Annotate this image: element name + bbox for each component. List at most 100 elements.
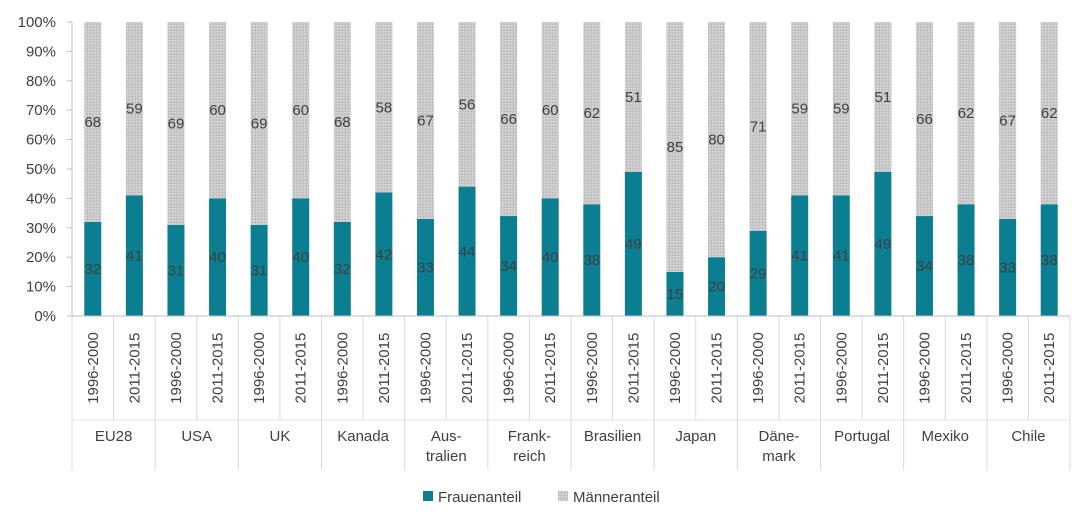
x-period-label: 1996-2000 bbox=[501, 332, 518, 404]
data-label-men: 58 bbox=[376, 99, 393, 116]
data-label-men: 60 bbox=[292, 102, 309, 119]
bar-men bbox=[209, 22, 227, 199]
x-category-label: Portugal bbox=[834, 428, 890, 445]
bar-men bbox=[583, 22, 601, 205]
x-category-label: Aus- bbox=[431, 428, 462, 445]
y-tick-label: 40% bbox=[26, 190, 56, 207]
data-label-men: 60 bbox=[209, 102, 226, 119]
data-label-men: 67 bbox=[999, 112, 1016, 129]
legend-label-men: Männeranteil bbox=[573, 489, 660, 506]
data-label-women: 34 bbox=[916, 258, 933, 275]
x-category-label: Chile bbox=[1011, 428, 1045, 445]
data-label-men: 59 bbox=[126, 101, 143, 118]
data-label-men: 59 bbox=[791, 101, 808, 118]
data-labels: 32 68 41 59 31 69 40 60 31 69 40 60 32 68 42 58 33 67 44 56… bbox=[84, 89, 1057, 303]
data-label-women: 33 bbox=[417, 259, 434, 276]
y-tick-label: 70% bbox=[26, 102, 56, 119]
bar-men bbox=[541, 22, 559, 199]
bar-women bbox=[874, 171, 892, 316]
y-tick-label: 90% bbox=[26, 43, 56, 60]
x-category-label: UK bbox=[269, 428, 290, 445]
data-label-men: 85 bbox=[667, 139, 684, 156]
y-tick-label: 60% bbox=[26, 132, 56, 149]
data-label-women: 41 bbox=[126, 248, 143, 265]
data-label-women: 20 bbox=[708, 279, 725, 296]
bar-men bbox=[832, 22, 850, 196]
bar-women bbox=[624, 171, 642, 316]
x-period-label: 2011-2015 bbox=[709, 333, 726, 404]
bar-men bbox=[666, 22, 684, 272]
bar-men bbox=[708, 22, 726, 258]
x-period-label: 2011-2015 bbox=[875, 333, 892, 404]
y-tick-label: 50% bbox=[26, 161, 56, 178]
bar-men bbox=[957, 22, 975, 205]
data-label-women: 15 bbox=[667, 286, 684, 303]
bar-men bbox=[292, 22, 310, 199]
data-label-men: 62 bbox=[583, 105, 600, 122]
x-period-label: 1996-2000 bbox=[833, 332, 850, 404]
data-label-women: 31 bbox=[251, 262, 268, 279]
bar-men bbox=[874, 22, 892, 172]
data-label-women: 40 bbox=[542, 249, 559, 266]
data-label-women: 49 bbox=[875, 236, 892, 253]
x-category-label: Japan bbox=[675, 428, 716, 445]
data-label-women: 42 bbox=[376, 246, 393, 263]
x-period-label: 1996-2000 bbox=[584, 332, 601, 404]
data-label-women: 32 bbox=[84, 261, 101, 278]
data-label-men: 69 bbox=[168, 115, 185, 132]
x-category-label: reich bbox=[513, 448, 546, 465]
data-label-women: 29 bbox=[750, 265, 767, 282]
bar-women bbox=[333, 221, 351, 316]
x-period-label: 2011-2015 bbox=[126, 333, 143, 404]
bar-men bbox=[458, 22, 476, 187]
data-label-men: 51 bbox=[875, 89, 892, 106]
bar-women bbox=[832, 195, 850, 316]
x-period-label: 2011-2015 bbox=[625, 333, 642, 404]
x-period-label: 2011-2015 bbox=[459, 333, 476, 404]
data-label-women: 41 bbox=[833, 248, 850, 265]
bars bbox=[84, 22, 1058, 316]
data-label-women: 34 bbox=[500, 258, 517, 275]
data-label-women: 38 bbox=[583, 252, 600, 269]
x-period-label: 2011-2015 bbox=[210, 333, 227, 404]
bar-women bbox=[125, 195, 143, 316]
y-tick-label: 20% bbox=[26, 249, 56, 266]
data-label-men: 66 bbox=[916, 111, 933, 128]
legend-label-women: Frauenanteil bbox=[438, 489, 521, 506]
bar-men bbox=[915, 22, 933, 217]
bar-women bbox=[1040, 204, 1058, 316]
legend: Frauenanteil Männeranteil bbox=[423, 489, 660, 506]
bar-women bbox=[167, 224, 185, 316]
bar-men bbox=[791, 22, 809, 196]
data-label-men: 51 bbox=[625, 89, 642, 106]
bar-women bbox=[458, 186, 476, 316]
bar-women bbox=[84, 221, 102, 316]
data-label-men: 62 bbox=[958, 105, 975, 122]
y-axis: 0% 10% 20% 30% 40% 50% 60% 70% 80% 90% 100% bbox=[18, 14, 73, 325]
bar-women bbox=[583, 204, 601, 316]
bar-women bbox=[708, 257, 726, 316]
bar-men bbox=[624, 22, 642, 172]
x-period-label: 2011-2015 bbox=[1041, 333, 1058, 404]
data-label-men: 66 bbox=[500, 111, 517, 128]
bar-men bbox=[999, 22, 1017, 219]
data-label-men: 68 bbox=[84, 114, 101, 131]
x-category-label: mark bbox=[762, 448, 796, 465]
bar-women bbox=[375, 192, 393, 316]
x-period-label: 1996-2000 bbox=[916, 332, 933, 404]
x-category-label: Frank- bbox=[508, 428, 551, 445]
bar-women bbox=[292, 198, 310, 316]
data-label-men: 60 bbox=[542, 102, 559, 119]
data-label-men: 68 bbox=[334, 114, 351, 131]
x-period-label: 2011-2015 bbox=[293, 333, 310, 404]
bar-women bbox=[749, 230, 767, 316]
legend-swatch-women bbox=[423, 491, 433, 501]
x-category-label: Däne- bbox=[758, 428, 799, 445]
x-period-label: 1996-2000 bbox=[168, 332, 185, 404]
x-period-label: 2011-2015 bbox=[792, 333, 809, 404]
x-category-label: tralien bbox=[426, 448, 467, 465]
x-period-label: 1996-2000 bbox=[1000, 332, 1017, 404]
bar-men bbox=[416, 22, 434, 219]
legend-swatch-men bbox=[558, 491, 568, 501]
